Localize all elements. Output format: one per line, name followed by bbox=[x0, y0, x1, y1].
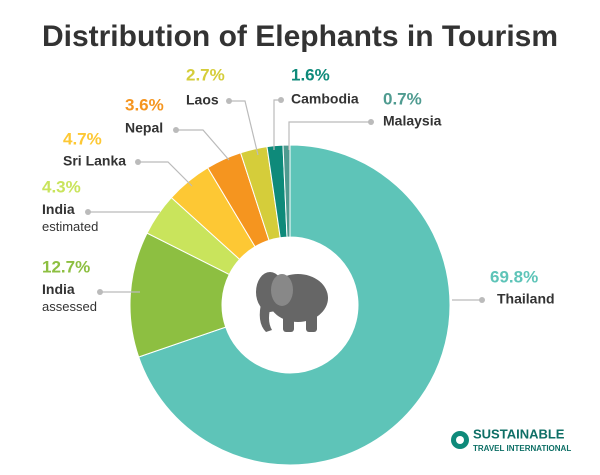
elephant-icon bbox=[256, 272, 328, 332]
category-label: Laos bbox=[186, 92, 219, 108]
logo-text: TRAVEL INTERNATIONAL bbox=[473, 444, 571, 453]
slice bbox=[129, 232, 230, 358]
leader-line bbox=[229, 100, 259, 156]
value-label: 3.6% bbox=[125, 95, 164, 114]
category-label: India estimated bbox=[42, 201, 98, 235]
chart-title: Distribution of Elephants in Tourism bbox=[42, 20, 558, 53]
leader-dot bbox=[226, 98, 232, 104]
slice bbox=[138, 144, 451, 466]
value-label: 1.6% bbox=[291, 65, 330, 84]
logo: SUSTAINABLE TRAVEL INTERNATIONAL bbox=[451, 426, 571, 453]
value-label: 0.7% bbox=[383, 89, 422, 108]
category-label: Sri Lanka bbox=[63, 153, 126, 169]
category-label: Nepal bbox=[125, 120, 163, 136]
value-label: 2.7% bbox=[186, 65, 225, 84]
leader-line bbox=[273, 99, 281, 150]
value-label: 69.8% bbox=[490, 267, 538, 286]
logo-text: SUSTAINABLE bbox=[473, 426, 565, 441]
slice bbox=[282, 144, 291, 238]
category-label: Malaysia bbox=[383, 113, 442, 129]
value-label: 12.7% bbox=[42, 257, 90, 276]
leader-dot bbox=[278, 97, 284, 103]
leader-dot bbox=[85, 209, 91, 215]
leader-line bbox=[288, 121, 371, 150]
category-label: Thailand bbox=[497, 291, 555, 307]
value-label: 4.7% bbox=[63, 129, 102, 148]
leader-line bbox=[176, 129, 230, 161]
leader-line bbox=[138, 161, 193, 187]
donut bbox=[129, 144, 451, 466]
value-label: 4.3% bbox=[42, 177, 81, 196]
category-label: Cambodia bbox=[291, 91, 359, 107]
leader-dot bbox=[135, 159, 141, 165]
category-label: India assessed bbox=[42, 281, 97, 315]
leader-dot bbox=[173, 127, 179, 133]
leader-dot bbox=[368, 119, 374, 125]
leader-dot bbox=[479, 297, 485, 303]
leader-dot bbox=[97, 289, 103, 295]
